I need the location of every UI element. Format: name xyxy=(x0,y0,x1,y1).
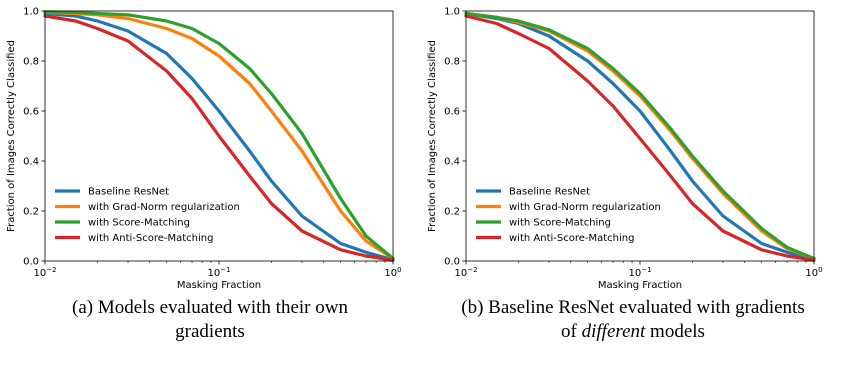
x-tick-label-1: 10−1 xyxy=(628,266,651,279)
caption-b-line2: of different models xyxy=(433,320,833,344)
y-axis-label: Fraction of Images Correctly Classified xyxy=(6,40,17,232)
y-tick-label-1: 0.2 xyxy=(23,207,39,218)
legend-label-4: with Anti-Score-Matching xyxy=(509,233,634,244)
caption-a-line1: (a) Models evaluated with their own xyxy=(72,297,348,318)
series-line-4 xyxy=(464,14,816,262)
x-tick-label-2: 100 xyxy=(805,266,822,279)
x-axis-label: Masking Fraction xyxy=(598,280,682,291)
caption-a-line2: gradients xyxy=(175,321,245,342)
y-tick-label-0: 0.0 xyxy=(444,257,460,268)
y-tick-label-5: 1.0 xyxy=(23,7,39,18)
caption-b-line2-pre: of xyxy=(561,321,582,342)
caption-b-line1: (b) Baseline ResNet evaluated with gradi… xyxy=(461,297,805,318)
x-tick-label-1: 10−1 xyxy=(207,266,230,279)
legend: Baseline ResNet with Grad-Norm regulariza… xyxy=(55,187,240,244)
legend-label-1: Baseline ResNet xyxy=(509,187,590,198)
caption-b-line2-em: different xyxy=(581,321,646,342)
caption-b-line2-post: models xyxy=(645,321,705,342)
x-axis-label: Masking Fraction xyxy=(177,280,261,291)
legend-label-2: with Grad-Norm regularization xyxy=(88,202,240,213)
x-tick-label-0: 10−2 xyxy=(33,266,56,279)
y-tick-label-3: 0.6 xyxy=(23,107,39,118)
legend-label-2: with Grad-Norm regularization xyxy=(509,202,661,213)
x-tick-label-0: 10−2 xyxy=(454,266,477,279)
x-tick-label-2: 100 xyxy=(384,266,401,279)
y-tick-label-3: 0.6 xyxy=(444,107,460,118)
series-line-4 xyxy=(43,14,395,262)
y-tick-label-0: 0.0 xyxy=(23,257,39,268)
caption-a: (a) Models evaluated with their own grad… xyxy=(10,296,410,344)
y-tick-label-4: 0.8 xyxy=(23,57,39,68)
y-tick-label-1: 0.2 xyxy=(444,207,460,218)
chart-panel-b: 0.0 0.2 0.4 0.6 0.8 1.0 10−2 10−1 100 Masking Fra… xyxy=(421,0,842,371)
y-axis-label: Fraction of Images Correctly Classified xyxy=(427,40,438,232)
legend-label-3: with Score-Matching xyxy=(509,218,611,229)
series-line-1 xyxy=(43,11,395,262)
y-tick-label-2: 0.4 xyxy=(444,157,460,168)
legend: Baseline ResNet with Grad-Norm regulariza… xyxy=(476,187,661,244)
series-line-3 xyxy=(43,10,395,261)
series-line-3 xyxy=(464,11,816,261)
y-tick-label-2: 0.4 xyxy=(23,157,39,168)
legend-label-4: with Anti-Score-Matching xyxy=(88,233,213,244)
y-tick-label-5: 1.0 xyxy=(444,7,460,18)
chart-a: 0.0 0.2 0.4 0.6 0.8 1.0 10−2 10−1 100 Masking Fra… xyxy=(6,7,402,292)
chart-b: 0.0 0.2 0.4 0.6 0.8 1.0 10−2 10−1 100 Masking Fra… xyxy=(427,7,823,292)
legend-label-3: with Score-Matching xyxy=(88,218,190,229)
y-tick-label-4: 0.8 xyxy=(444,57,460,68)
caption-b: (b) Baseline ResNet evaluated with gradi… xyxy=(433,296,833,344)
legend-label-1: Baseline ResNet xyxy=(88,187,169,198)
chart-panel-a: 0.0 0.2 0.4 0.6 0.8 1.0 10−2 10−1 100 Masking Fra… xyxy=(6,7,410,344)
